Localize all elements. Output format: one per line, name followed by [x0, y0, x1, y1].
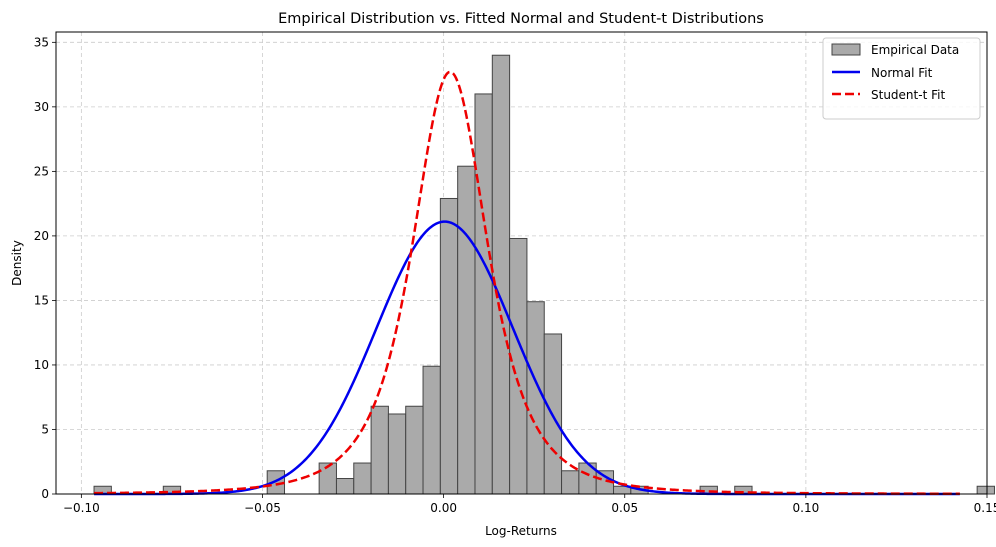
histogram-bar	[526, 301, 545, 495]
y-tick-label: 35	[34, 35, 49, 49]
y-tick-label: 10	[34, 358, 49, 372]
x-tick-label: 0.15	[974, 501, 996, 515]
x-axis-ticks: −0.10 −0.05 0.00 0.05 0.10 0.15	[63, 494, 996, 515]
student-t-fit-curve	[94, 70, 960, 495]
y-tick-label: 30	[34, 100, 49, 114]
histogram-bar	[976, 485, 995, 495]
histogram-bar	[439, 197, 459, 495]
y-axis-ticks: 0 5 10 15 20 25 30 35	[34, 35, 56, 501]
histogram-bars	[93, 54, 995, 495]
y-tick-label: 0	[41, 487, 49, 501]
y-axis-label: Density	[10, 240, 24, 286]
x-tick-label: 0.05	[611, 501, 638, 515]
legend-label-normal: Normal Fit	[871, 66, 933, 80]
plot-frame	[55, 31, 988, 495]
histogram-bar	[491, 54, 511, 495]
chart-title: Empirical Distribution vs. Fitted Normal…	[278, 11, 764, 27]
x-tick-label: −0.10	[63, 501, 100, 515]
x-tick-label: 0.10	[793, 501, 820, 515]
legend-label-student-t: Student-t Fit	[871, 88, 945, 102]
legend-box	[822, 37, 981, 120]
y-tick-label: 20	[34, 229, 49, 243]
legend-label-empirical: Empirical Data	[871, 43, 959, 57]
y-tick-label: 15	[34, 293, 49, 307]
histogram-bar	[370, 405, 389, 495]
histogram-bar	[422, 365, 441, 495]
x-tick-label: 0.00	[430, 501, 457, 515]
histogram-bar	[561, 470, 580, 495]
legend-swatch-empirical	[831, 43, 861, 56]
x-tick-label: −0.05	[244, 501, 281, 515]
histogram-bar	[387, 413, 407, 495]
x-axis-label: Log-Returns	[485, 524, 557, 538]
y-tick-label: 25	[34, 164, 49, 178]
histogram-bar	[335, 478, 355, 495]
y-tick-label: 5	[41, 422, 49, 436]
histogram-bar	[353, 462, 372, 495]
histogram-bar	[457, 165, 476, 495]
legend: Empirical Data Normal Fit Student-t Fit	[822, 37, 981, 120]
histogram-bar	[474, 93, 493, 495]
histogram-bar	[405, 405, 424, 495]
